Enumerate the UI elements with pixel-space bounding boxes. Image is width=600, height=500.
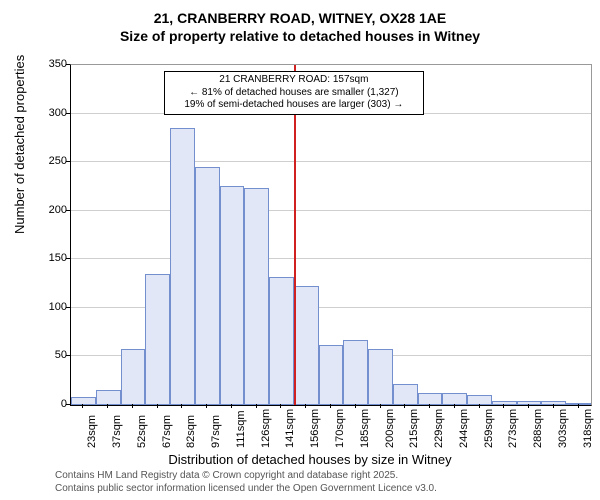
xtick-mark: [206, 404, 207, 408]
histogram-bar: [269, 277, 294, 405]
ytick-label: 50: [45, 349, 67, 361]
histogram-bar: [121, 349, 146, 405]
xtick-mark: [132, 404, 133, 408]
xtick-label: 215sqm: [408, 409, 420, 448]
annotation-line3: 19% of semi-detached houses are larger (…: [169, 99, 419, 112]
xtick-label: 37sqm: [111, 415, 123, 448]
xtick-mark: [404, 404, 405, 408]
xtick-mark: [454, 404, 455, 408]
gridline: [71, 210, 591, 211]
xtick-mark: [181, 404, 182, 408]
histogram-bar: [343, 340, 368, 405]
xtick-mark: [107, 404, 108, 408]
xtick-mark: [355, 404, 356, 408]
annotation-line2: ← 81% of detached houses are smaller (1,…: [169, 87, 419, 100]
attribution-line2: Contains public sector information licen…: [55, 483, 437, 496]
x-axis-label: Distribution of detached houses by size …: [0, 452, 600, 467]
ytick-label: 250: [45, 155, 67, 167]
histogram-bar: [170, 128, 195, 405]
chart-title-line2: Size of property relative to detached ho…: [0, 28, 600, 44]
reference-marker-line: [294, 65, 296, 405]
histogram-bar: [145, 274, 170, 405]
xtick-label: 126sqm: [260, 409, 272, 448]
xtick-mark: [330, 404, 331, 408]
xtick-label: 141sqm: [284, 409, 296, 448]
xtick-label: 97sqm: [210, 415, 222, 448]
xtick-label: 288sqm: [532, 409, 544, 448]
xtick-label: 156sqm: [309, 409, 321, 448]
xtick-mark: [578, 404, 579, 408]
ytick-label: 150: [45, 252, 67, 264]
histogram-bar: [467, 395, 492, 405]
ytick-label: 200: [45, 204, 67, 216]
xtick-mark: [429, 404, 430, 408]
xtick-label: 23sqm: [86, 415, 98, 448]
histogram-bar: [294, 286, 319, 405]
histogram-bar: [368, 349, 393, 405]
y-axis-label: Number of detached properties: [12, 55, 27, 234]
xtick-mark: [528, 404, 529, 408]
xtick-label: 111sqm: [235, 410, 247, 448]
annotation-box: 21 CRANBERRY ROAD: 157sqm ← 81% of detac…: [164, 71, 424, 115]
histogram-bar: [393, 384, 418, 405]
xtick-label: 170sqm: [334, 409, 346, 448]
xtick-label: 318sqm: [582, 409, 594, 448]
chart-title-line1: 21, CRANBERRY ROAD, WITNEY, OX28 1AE: [0, 10, 600, 26]
xtick-label: 303sqm: [557, 409, 569, 448]
xtick-mark: [256, 404, 257, 408]
xtick-label: 82sqm: [185, 415, 197, 448]
histogram-bar: [96, 390, 121, 405]
histogram-bar: [541, 401, 566, 405]
ytick-label: 0: [45, 398, 67, 410]
xtick-mark: [231, 404, 232, 408]
plot-area: 21 CRANBERRY ROAD: 157sqm ← 81% of detac…: [70, 64, 592, 406]
attribution: Contains HM Land Registry data © Crown c…: [55, 470, 437, 495]
xtick-mark: [280, 404, 281, 408]
xtick-label: 259sqm: [483, 409, 495, 448]
xtick-label: 52sqm: [136, 415, 148, 448]
histogram-bar: [566, 403, 591, 405]
xtick-label: 200sqm: [384, 409, 396, 448]
attribution-line1: Contains HM Land Registry data © Crown c…: [55, 470, 437, 483]
xtick-label: 67sqm: [161, 415, 173, 448]
xtick-label: 185sqm: [359, 409, 371, 448]
xtick-label: 229sqm: [433, 409, 445, 448]
xtick-mark: [553, 404, 554, 408]
histogram-bar: [220, 186, 245, 405]
xtick-mark: [380, 404, 381, 408]
gridline: [71, 161, 591, 162]
ytick-label: 350: [45, 58, 67, 70]
xtick-label: 244sqm: [458, 409, 470, 448]
xtick-mark: [82, 404, 83, 408]
property-size-histogram: 21, CRANBERRY ROAD, WITNEY, OX28 1AE Siz…: [0, 0, 600, 500]
gridline: [71, 258, 591, 259]
xtick-mark: [305, 404, 306, 408]
histogram-bar: [71, 397, 96, 405]
ytick-label: 300: [45, 107, 67, 119]
histogram-bar: [195, 167, 220, 405]
xtick-label: 273sqm: [507, 409, 519, 448]
xtick-mark: [157, 404, 158, 408]
annotation-line1: 21 CRANBERRY ROAD: 157sqm: [169, 74, 419, 87]
xtick-mark: [479, 404, 480, 408]
histogram-bar: [442, 393, 467, 405]
histogram-bar: [319, 345, 344, 405]
histogram-bar: [244, 188, 269, 405]
ytick-label: 100: [45, 301, 67, 313]
xtick-mark: [503, 404, 504, 408]
